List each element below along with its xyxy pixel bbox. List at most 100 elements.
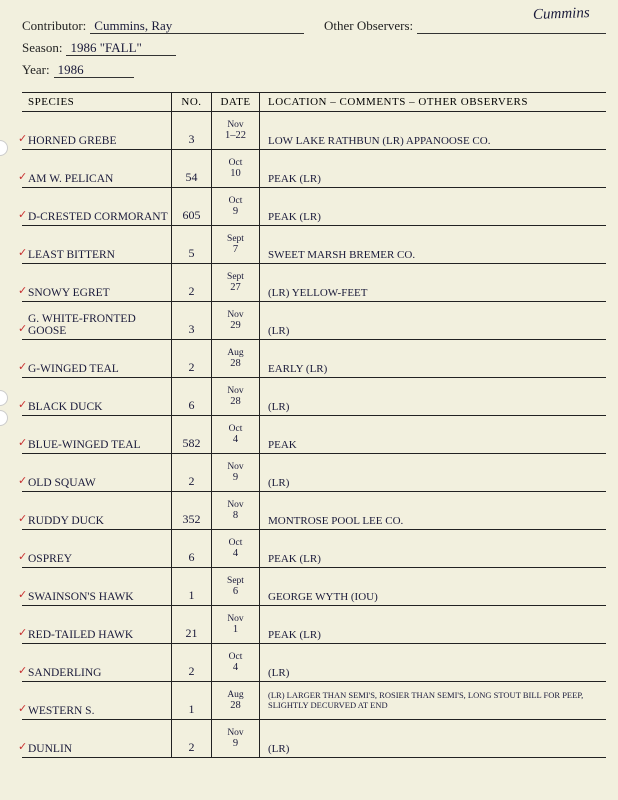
table-row: ✓Least Bittern5Sept7Sweet Marsh Bremer C…: [22, 226, 606, 264]
cell-species: ✓Ruddy Duck: [22, 492, 172, 529]
punch-hole: [0, 140, 8, 156]
cell-no: 2: [172, 264, 212, 301]
col-header-no: NO.: [172, 93, 212, 111]
cell-date: Oct4: [212, 416, 260, 453]
col-header-date: DATE: [212, 93, 260, 111]
cell-species: ✓Am W. Pelican: [22, 150, 172, 187]
cell-date: Nov28: [212, 378, 260, 415]
year-label: Year:: [22, 62, 50, 78]
cell-species: ✓Old Squaw: [22, 454, 172, 491]
check-mark-icon: ✓: [18, 626, 27, 639]
cell-location: Peak: [260, 416, 606, 453]
check-mark-icon: ✓: [18, 702, 27, 715]
check-mark-icon: ✓: [18, 208, 27, 221]
cell-location: (LR): [260, 302, 606, 339]
table-row: ✓Ruddy Duck352Nov8Montrose Pool Lee Co.: [22, 492, 606, 530]
table-row: ✓G. White-Fronted Goose3Nov29(LR): [22, 302, 606, 340]
year-line: Year: 1986: [22, 62, 606, 78]
cell-location: (LR): [260, 720, 606, 757]
contributor-value: Cummins, Ray: [90, 18, 176, 33]
table-row: ✓Blue-Winged Teal582Oct4Peak: [22, 416, 606, 454]
corner-annotation: Cummins: [533, 5, 590, 24]
field-report-page: Cummins Contributor: Cummins, Ray Other …: [0, 0, 618, 800]
table-row: ✓Old Squaw2Nov9(LR): [22, 454, 606, 492]
cell-date: Nov9: [212, 454, 260, 491]
cell-date: Aug28: [212, 340, 260, 377]
cell-date: Nov29: [212, 302, 260, 339]
cell-no: 3: [172, 302, 212, 339]
other-observers-label: Other Observers:: [324, 18, 413, 34]
cell-location: Peak (LR): [260, 188, 606, 225]
cell-location: Peak (LR): [260, 150, 606, 187]
table-row: ✓Horned Grebe3Nov1–22Low Lake Rathbun (L…: [22, 112, 606, 150]
table-row: ✓Black Duck6Nov28(LR): [22, 378, 606, 416]
cell-species: ✓Dunlin: [22, 720, 172, 757]
check-mark-icon: ✓: [18, 740, 27, 753]
punch-hole: [0, 410, 8, 426]
cell-date: Aug28: [212, 682, 260, 719]
table-row: ✓Red-Tailed Hawk21Nov1Peak (LR): [22, 606, 606, 644]
cell-no: 2: [172, 720, 212, 757]
table-header: SPECIES NO. DATE LOCATION – COMMENTS – O…: [22, 92, 606, 112]
cell-location: (LR): [260, 378, 606, 415]
cell-species: ✓Swainson's Hawk: [22, 568, 172, 605]
cell-species: ✓Osprey: [22, 530, 172, 567]
cell-no: 2: [172, 340, 212, 377]
cell-location: (LR): [260, 644, 606, 681]
check-mark-icon: ✓: [18, 132, 27, 145]
cell-location: (LR) Yellow-feet: [260, 264, 606, 301]
check-mark-icon: ✓: [18, 246, 27, 259]
cell-no: 6: [172, 530, 212, 567]
check-mark-icon: ✓: [18, 664, 27, 677]
cell-location: (LR): [260, 454, 606, 491]
cell-no: 54: [172, 150, 212, 187]
punch-hole: [0, 390, 8, 406]
check-mark-icon: ✓: [18, 398, 27, 411]
table-row: ✓Am W. Pelican54Oct10Peak (LR): [22, 150, 606, 188]
cell-no: 582: [172, 416, 212, 453]
cell-species: ✓Blue-Winged Teal: [22, 416, 172, 453]
cell-species: ✓Red-Tailed Hawk: [22, 606, 172, 643]
season-label: Season:: [22, 40, 62, 56]
year-value: 1986: [54, 62, 88, 77]
cell-species: ✓Snowy Egret: [22, 264, 172, 301]
cell-location: Peak (LR): [260, 530, 606, 567]
cell-no: 1: [172, 682, 212, 719]
cell-no: 5: [172, 226, 212, 263]
check-mark-icon: ✓: [18, 284, 27, 297]
other-observers-value: [417, 18, 425, 33]
cell-location: Low Lake Rathbun (LR) Appanoose Co.: [260, 112, 606, 149]
check-mark-icon: ✓: [18, 360, 27, 373]
table-row: ✓Sanderling2Oct4(LR): [22, 644, 606, 682]
cell-date: Oct10: [212, 150, 260, 187]
cell-species: ✓Western S.: [22, 682, 172, 719]
cell-date: Nov8: [212, 492, 260, 529]
cell-no: 352: [172, 492, 212, 529]
cell-no: 605: [172, 188, 212, 225]
table-row: ✓G-Winged Teal2Aug28Early (LR): [22, 340, 606, 378]
table-row: ✓Dunlin2Nov9(LR): [22, 720, 606, 758]
cell-location: Peak (LR): [260, 606, 606, 643]
check-mark-icon: ✓: [18, 436, 27, 449]
cell-location: Montrose Pool Lee Co.: [260, 492, 606, 529]
cell-location: Sweet Marsh Bremer Co.: [260, 226, 606, 263]
cell-species: ✓Horned Grebe: [22, 112, 172, 149]
check-mark-icon: ✓: [18, 588, 27, 601]
cell-species: ✓G-Winged Teal: [22, 340, 172, 377]
cell-species: ✓G. White-Fronted Goose: [22, 302, 172, 339]
check-mark-icon: ✓: [18, 474, 27, 487]
cell-location: Early (LR): [260, 340, 606, 377]
cell-date: Nov9: [212, 720, 260, 757]
check-mark-icon: ✓: [18, 512, 27, 525]
cell-no: 1: [172, 568, 212, 605]
cell-date: Oct9: [212, 188, 260, 225]
cell-date: Oct4: [212, 530, 260, 567]
check-mark-icon: ✓: [18, 170, 27, 183]
cell-species: ✓Black Duck: [22, 378, 172, 415]
table-row: ✓Osprey6Oct4Peak (LR): [22, 530, 606, 568]
observations-table: SPECIES NO. DATE LOCATION – COMMENTS – O…: [22, 92, 606, 758]
cell-species: ✓D-Crested Cormorant: [22, 188, 172, 225]
cell-no: 21: [172, 606, 212, 643]
cell-no: 2: [172, 454, 212, 491]
season-value: 1986 "FALL": [66, 40, 145, 55]
